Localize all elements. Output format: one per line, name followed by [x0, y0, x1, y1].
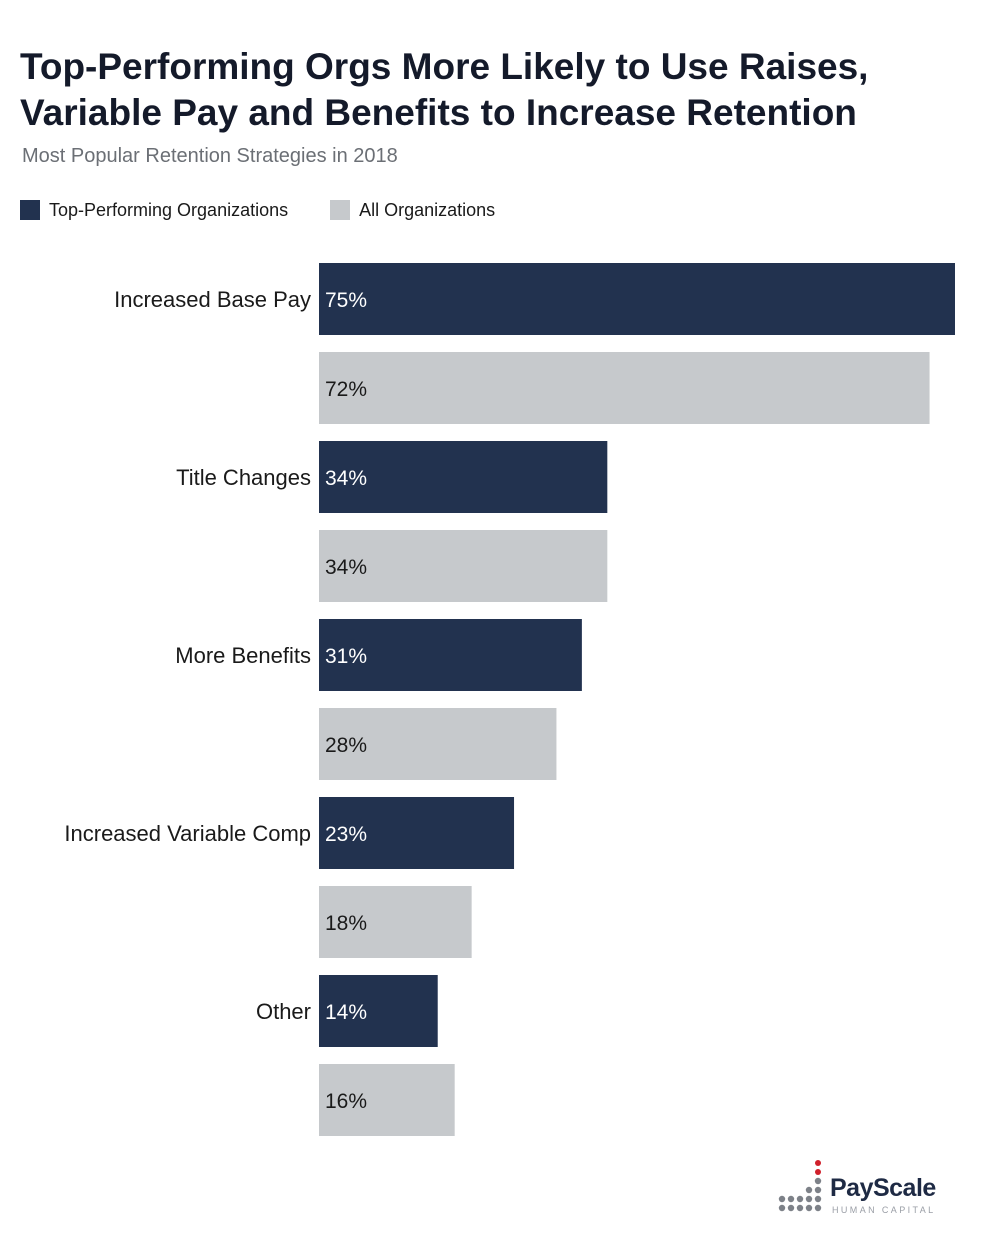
bar-title-changes-top-performing — [319, 441, 608, 513]
legend-item-top-performing: Top-Performing Organizations — [20, 200, 288, 221]
category-label-increased-variable-comp: Increased Variable Comp — [64, 821, 311, 846]
value-label-title-changes-all-organizations: 34% — [325, 556, 367, 579]
legend-swatch-all-organizations — [330, 200, 351, 220]
bar-other-all-organizations — [319, 1064, 455, 1136]
legend: Top-Performing Organizations All Organiz… — [20, 198, 537, 222]
category-label-more-benefits: More Benefits — [175, 643, 311, 668]
value-label-increased-base-pay-all-organizations: 72% — [325, 378, 367, 401]
category-label-other: Other — [256, 999, 311, 1024]
value-label-other-top-performing: 14% — [325, 1001, 367, 1024]
bar-more-benefits-top-performing — [319, 619, 582, 691]
legend-item-all-organizations: All Organizations — [330, 200, 495, 221]
legend-label-top-performing: Top-Performing Organizations — [49, 199, 289, 220]
logo-tagline: HUMAN CAPITAL — [832, 1205, 936, 1215]
legend-label-all-organizations: All Organizations — [359, 199, 496, 220]
value-label-other-all-organizations: 16% — [325, 1090, 367, 1113]
bar-title-changes-all-organizations — [319, 530, 608, 602]
bar-increased-variable-comp-all-organizations — [319, 886, 472, 958]
category-label-increased-base-pay: Increased Base Pay — [114, 287, 311, 312]
bar-chart: Increased Base Pay 75% 72% Title Changes 34%… — [64, 263, 955, 1136]
value-label-increased-base-pay-top-performing: 75% — [325, 289, 367, 312]
bar-increased-variable-comp-top-performing — [319, 797, 515, 869]
bar-increased-base-pay-top-performing — [319, 263, 955, 335]
value-label-more-benefits-top-performing: 31% — [325, 645, 367, 668]
legend-swatch-top-performing — [20, 200, 40, 220]
bar-increased-base-pay-all-organizations — [319, 352, 930, 424]
bar-other-top-performing — [319, 975, 438, 1047]
value-label-title-changes-top-performing: 34% — [325, 467, 367, 490]
value-label-increased-variable-comp-top-performing: 23% — [325, 823, 367, 846]
bar-more-benefits-all-organizations — [319, 708, 557, 780]
payscale-dots-icon — [778, 1160, 822, 1212]
value-label-increased-variable-comp-all-organizations: 18% — [325, 912, 367, 935]
category-label-title-changes: Title Changes — [176, 465, 311, 490]
chart-title: Top-Performing Orgs More Likely to Use R… — [20, 46, 869, 133]
chart-subtitle: Most Popular Retention Strategies in 201… — [22, 145, 398, 167]
value-label-more-benefits-all-organizations: 28% — [325, 734, 367, 757]
payscale-logo: PayScale HUMAN CAPITAL — [778, 1158, 958, 1220]
logo-name: PayScale — [830, 1174, 936, 1202]
